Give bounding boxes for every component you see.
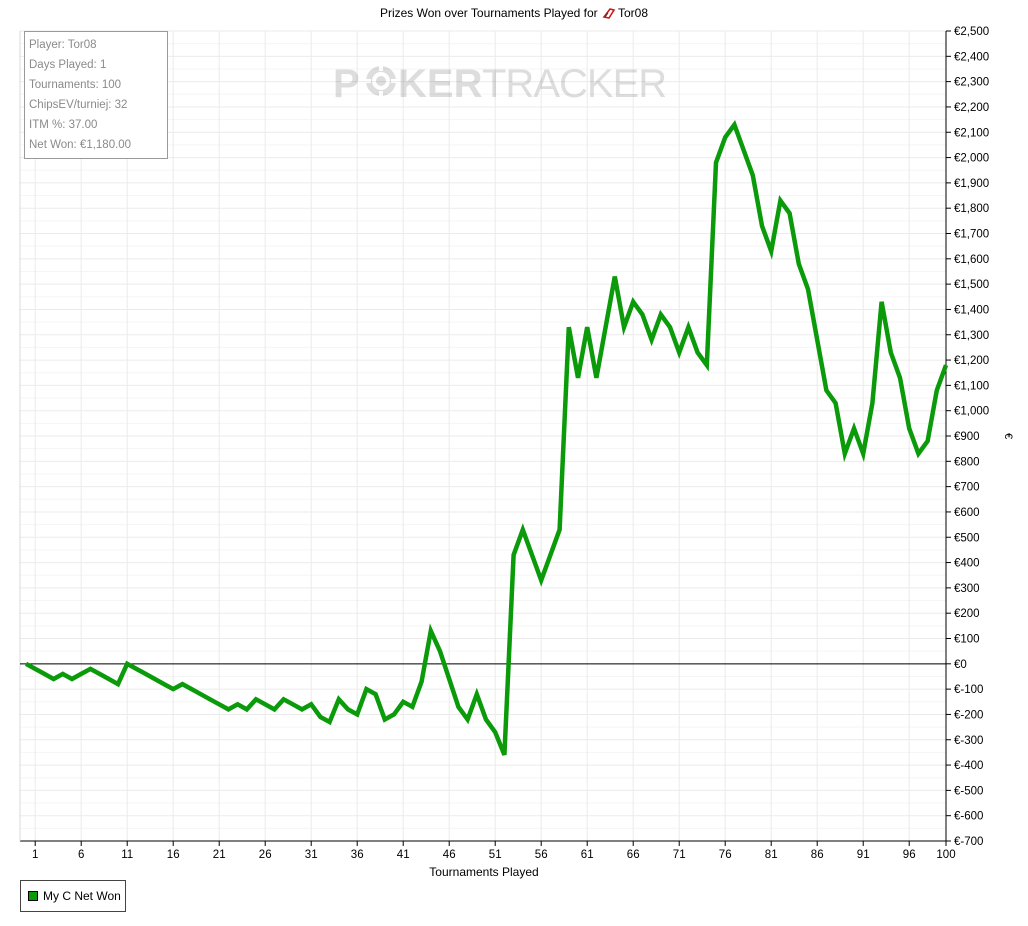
x-tick-label: 96 <box>903 849 916 861</box>
x-tick-label: 56 <box>535 849 548 861</box>
y-tick-label: €1,700 <box>954 229 989 241</box>
x-tick-label: 91 <box>857 849 870 861</box>
y-tick-label: €2,300 <box>954 77 989 89</box>
stat-chips-ev: ChipsEV/turniej: 32 <box>29 99 128 111</box>
y-tick-label: €1,200 <box>954 355 989 367</box>
chart-title-player: Tor08 <box>617 6 649 20</box>
x-tick-label: 41 <box>397 849 410 861</box>
x-tick-label: 21 <box>213 849 226 861</box>
x-tick-label: 86 <box>811 849 824 861</box>
y-tick-label: €-200 <box>954 709 983 721</box>
y-tick-label: €100 <box>954 634 980 646</box>
x-tick-label: 16 <box>167 849 180 861</box>
y-tick-label: €-500 <box>954 785 983 797</box>
grid <box>20 30 947 842</box>
y-tick-label: €300 <box>954 583 980 595</box>
y-tick-label: €1,100 <box>954 380 989 392</box>
x-tick-label: 71 <box>673 849 686 861</box>
y-tick-label: €2,100 <box>954 127 989 139</box>
y-tick-label: €2,200 <box>954 102 989 114</box>
y-tick-label: €200 <box>954 608 980 620</box>
stat-itm: ITM %: 37.00 <box>29 119 98 131</box>
axes <box>19 30 951 846</box>
x-axis-label: Tournaments Played <box>429 865 538 879</box>
x-tick-label: 26 <box>259 849 272 861</box>
watermark-text-ker: KER <box>398 62 483 106</box>
player-badge-icon <box>602 8 616 19</box>
chart-title: Prizes Won over Tournaments Played for T… <box>0 5 1028 21</box>
y-tick-label: €1,400 <box>954 304 989 316</box>
x-tick-label: 66 <box>627 849 640 861</box>
x-tick-label: 6 <box>78 849 84 861</box>
x-tick-label: 1 <box>32 849 38 861</box>
stat-net-won: Net Won: €1,180.00 <box>29 139 132 151</box>
y-tick-label: €600 <box>954 507 980 519</box>
y-tick-label: €1,500 <box>954 279 989 291</box>
x-tick-label: 51 <box>489 849 502 861</box>
y-tick-label: €700 <box>954 482 980 494</box>
x-tick-label: 36 <box>351 849 364 861</box>
x-tick-label: 81 <box>765 849 778 861</box>
y-tick-label: €-700 <box>954 836 983 848</box>
y-tick-label: €-600 <box>954 811 983 823</box>
y-tick-label: €-100 <box>954 684 983 696</box>
y-tick-label: €2,500 <box>954 26 989 38</box>
x-tick-label: 76 <box>719 849 732 861</box>
y-tick-label: €500 <box>954 532 980 544</box>
y-tick-label: €-300 <box>954 735 983 747</box>
stat-player: Player: Tor08 <box>29 39 97 51</box>
legend[interactable]: My C Net Won <box>20 880 126 912</box>
x-tick-label: 31 <box>305 849 318 861</box>
x-tick-label: 61 <box>581 849 594 861</box>
y-tick-label: €2,400 <box>954 51 989 63</box>
y-tick-label: €1,000 <box>954 406 989 418</box>
stat-tournaments: Tournaments: 100 <box>29 79 122 91</box>
y-tick-label: €1,800 <box>954 203 989 215</box>
watermark-text-tracker: TRACKER <box>482 62 666 106</box>
x-tick-label: 100 <box>936 849 955 861</box>
y-tick-label: €400 <box>954 558 980 570</box>
watermark-text-p: P <box>333 62 360 106</box>
x-tick-label: 46 <box>443 849 456 861</box>
stats-panel: Player: Tor08 Days Played: 1 Tournaments… <box>24 31 168 159</box>
y-tick-label: €1,900 <box>954 178 989 190</box>
series-layer <box>24 119 949 756</box>
y-tick-label: €1,300 <box>954 330 989 342</box>
y-tick-label: €800 <box>954 456 980 468</box>
stat-days-played: Days Played: 1 <box>29 59 107 71</box>
poker-chip-icon <box>366 66 396 96</box>
series-line-my-c-net-won <box>24 119 949 756</box>
y-tick-label: €900 <box>954 431 980 443</box>
y-axis-label: € <box>1002 433 1014 439</box>
y-tick-label: €2,000 <box>954 153 989 165</box>
watermark: P KER TRACKER <box>333 62 667 106</box>
chart-title-text: Prizes Won over Tournaments Played for <box>379 6 598 20</box>
x-tick-label: 11 <box>121 849 133 861</box>
legend-swatch <box>28 891 38 901</box>
tick-labels: €-700 €-600 €-500 €-400 €-300 €-200 €-100 €0 €10… <box>32 26 989 861</box>
y-tick-label: €1,600 <box>954 254 989 266</box>
y-tick-label: €-400 <box>954 760 983 772</box>
legend-label: My C Net Won <box>43 889 121 903</box>
y-tick-label: €0 <box>954 659 967 671</box>
